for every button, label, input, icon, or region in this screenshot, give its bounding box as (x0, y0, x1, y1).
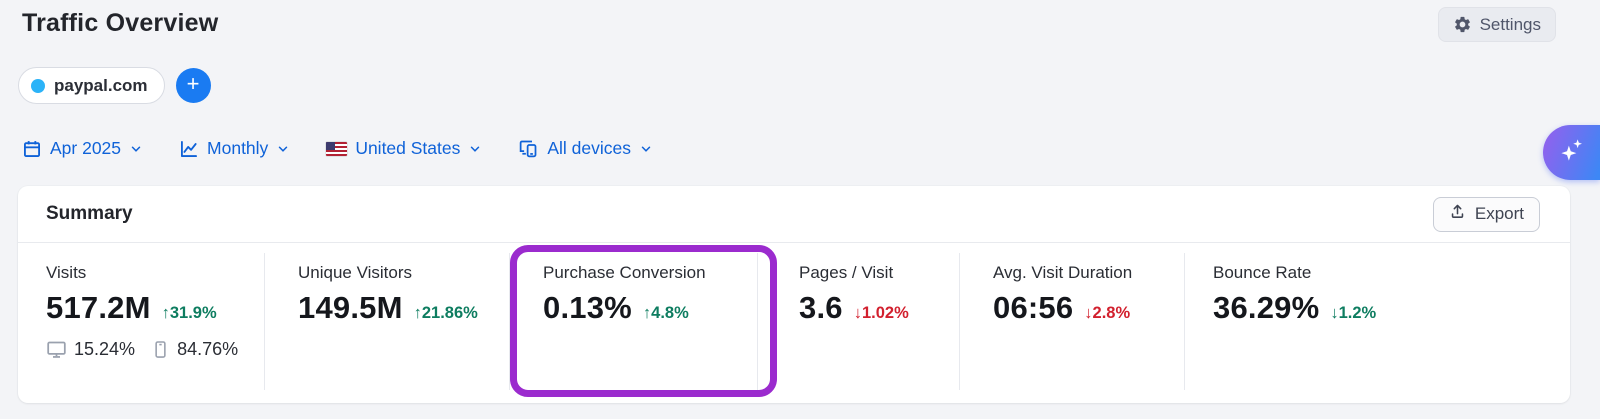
metric-value: 517.2M (46, 290, 151, 325)
metric-purchase-conversion: Purchase Conversion 0.13% ↑4.8% (510, 243, 757, 402)
calendar-icon (22, 139, 42, 159)
metric-label: Purchase Conversion (543, 263, 706, 282)
metric-value: 06:56 (993, 290, 1074, 325)
summary-metrics-row: Visits 517.2M ↑31.9% 15.24% 84.76% Uniqu… (18, 243, 1570, 402)
metric-pages-per-visit: Pages / Visit 3.6 ↓1.02% (758, 243, 959, 402)
metric-change: ↓1.02% (853, 304, 909, 322)
metric-label: Bounce Rate (1213, 263, 1312, 282)
chevron-down-icon (639, 142, 653, 156)
date-filter-dropdown[interactable]: Apr 2025 (22, 138, 143, 159)
devices-filter-dropdown[interactable]: All devices (518, 138, 653, 159)
column-divider (264, 253, 265, 390)
metric-change: ↑31.9% (161, 304, 217, 322)
export-icon (1449, 203, 1466, 225)
metric-value: 36.29% (1213, 290, 1320, 325)
page-title: Traffic Overview (22, 9, 219, 37)
granularity-filter-label: Monthly (207, 138, 269, 158)
filters-row: Apr 2025 Monthly United States All devic… (22, 138, 653, 159)
country-filter-label: United States (355, 138, 461, 158)
column-divider (757, 253, 758, 390)
granularity-filter-dropdown[interactable]: Monthly (179, 138, 290, 159)
domain-color-dot (31, 78, 45, 93)
metric-change: ↑21.86% (413, 304, 478, 322)
desktop-share-value: 15.24% (74, 339, 136, 359)
metric-value: 0.13% (543, 290, 632, 325)
metric-change: ↓2.8% (1084, 304, 1131, 322)
mobile-icon (151, 340, 170, 359)
us-flag-icon (326, 141, 348, 156)
chevron-down-icon (276, 142, 290, 156)
mobile-share-value: 84.76% (177, 339, 239, 359)
device-split: 15.24% 84.76% (46, 339, 264, 360)
date-filter-label: Apr 2025 (50, 138, 122, 158)
metric-label: Visits (46, 263, 87, 282)
metric-value: 3.6 (799, 290, 843, 325)
chevron-down-icon (129, 142, 143, 156)
metric-label: Unique Visitors (298, 263, 413, 282)
sparkles-icon (1557, 135, 1587, 170)
desktop-icon (46, 339, 67, 360)
ai-assistant-button[interactable] (1543, 125, 1600, 180)
summary-card-header: Summary Export (18, 186, 1570, 243)
target-chips-row: paypal.com + (18, 67, 211, 104)
export-label: Export (1474, 204, 1524, 223)
metric-label: Avg. Visit Duration (993, 263, 1133, 282)
plus-icon: + (186, 71, 200, 96)
devices-icon (518, 138, 539, 159)
export-button[interactable]: Export (1432, 196, 1540, 232)
column-divider (509, 253, 510, 390)
domain-chip[interactable]: paypal.com (18, 67, 165, 104)
metric-avg-visit-duration: Avg. Visit Duration 06:56 ↓2.8% (960, 243, 1184, 402)
country-filter-dropdown[interactable]: United States (326, 138, 482, 159)
column-divider (1184, 253, 1185, 390)
add-competitor-button[interactable]: + (175, 68, 211, 103)
metric-visits: Visits 517.2M ↑31.9% 15.24% 84.76% (18, 243, 264, 402)
domain-chip-label: paypal.com (54, 75, 148, 95)
metric-label: Pages / Visit (799, 263, 894, 282)
gear-icon (1453, 15, 1472, 34)
line-chart-icon (179, 139, 199, 159)
summary-card: Summary Export Visits 517.2M ↑31.9% 15.2… (18, 186, 1570, 403)
metric-bounce-rate: Bounce Rate 36.29% ↓1.2% (1185, 243, 1570, 402)
column-divider (959, 253, 960, 390)
metric-value: 149.5M (298, 290, 403, 325)
settings-label: Settings (1479, 14, 1541, 34)
devices-filter-label: All devices (547, 138, 632, 158)
summary-title: Summary (46, 203, 133, 224)
metric-change: ↓1.2% (1330, 304, 1377, 322)
chevron-down-icon (468, 142, 482, 156)
settings-button[interactable]: Settings (1437, 7, 1556, 42)
metric-change: ↑4.8% (642, 304, 689, 322)
metric-unique-visitors: Unique Visitors 149.5M ↑21.86% (265, 243, 509, 402)
